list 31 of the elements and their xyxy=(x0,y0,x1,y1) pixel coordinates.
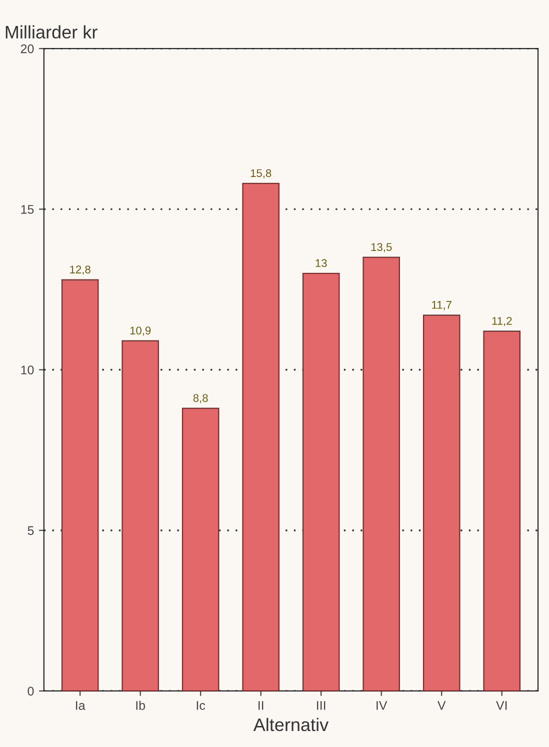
bar xyxy=(362,256,400,691)
data-label: 12,8 xyxy=(70,266,90,275)
bar xyxy=(483,330,520,691)
data-label: 13,5 xyxy=(371,243,392,252)
y-tick-label: 20 xyxy=(20,44,34,54)
x-tick-label: Ib xyxy=(136,700,146,710)
y-axis-title: Milliarder kr xyxy=(6,25,98,39)
x-axis-title: Alternativ xyxy=(253,718,329,732)
data-label: 8,8 xyxy=(193,394,208,404)
data-label: 11,2 xyxy=(492,316,512,326)
bar xyxy=(422,314,460,691)
data-label: 11,7 xyxy=(432,301,452,310)
data-label: 13 xyxy=(316,259,327,268)
y-tick-label: 5 xyxy=(28,526,34,536)
x-tick-label: Ia xyxy=(76,701,86,710)
bar xyxy=(182,408,220,691)
x-tick-label: V xyxy=(437,701,446,710)
x-tick-label: IV xyxy=(376,701,388,710)
bar xyxy=(122,340,159,691)
data-label: 10,9 xyxy=(130,326,151,336)
y-tick-label: 0 xyxy=(28,686,34,696)
x-tick-label: Ic xyxy=(196,701,206,710)
y-tick-label: 10 xyxy=(21,366,34,374)
bar xyxy=(302,272,340,691)
x-tick-label: III xyxy=(317,701,326,710)
data-label: 15,8 xyxy=(250,169,272,178)
y-tick-label: 15 xyxy=(21,205,34,214)
bar xyxy=(242,182,280,691)
x-tick-label: VI xyxy=(496,701,507,710)
bar xyxy=(61,279,99,691)
x-tick-label: II xyxy=(258,701,264,710)
